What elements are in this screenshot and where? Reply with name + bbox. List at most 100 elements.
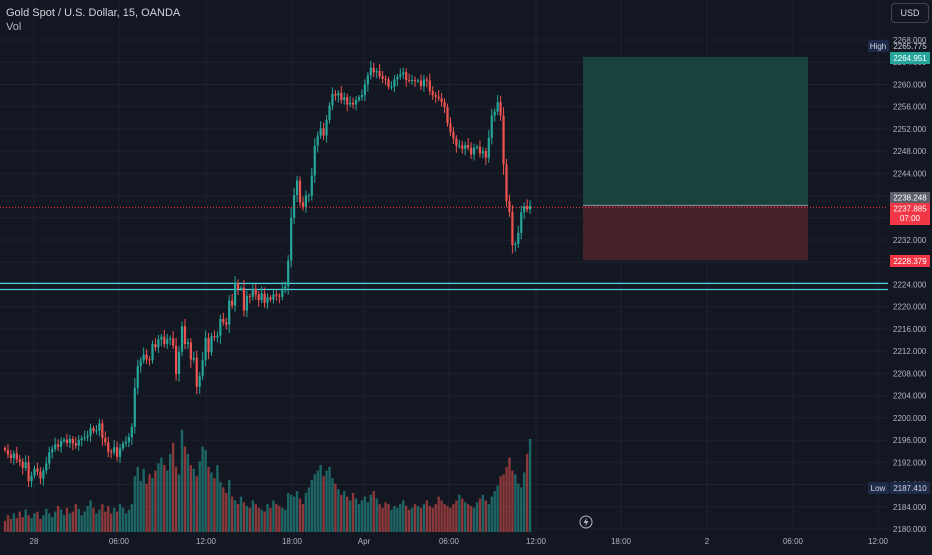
candle-body <box>416 80 420 82</box>
volume-bar <box>145 483 148 532</box>
currency-button[interactable]: USD <box>891 3 929 23</box>
volume-bar <box>399 504 402 532</box>
volume-bar <box>12 513 16 532</box>
volume-bar <box>331 478 334 532</box>
low-marker: Low 2187.410 <box>868 482 930 494</box>
candle-body <box>275 294 278 296</box>
candle-body <box>231 300 234 306</box>
volume-label[interactable]: Vol <box>6 21 22 33</box>
last-price-tag: 2237.885 07:00 <box>890 203 930 225</box>
volume-bar <box>177 474 181 532</box>
high-value: 2265.775 <box>893 42 927 51</box>
time-tick-label: 06:00 <box>109 537 130 546</box>
symbol-title[interactable]: Gold Spot / U.S. Dollar, 15, OANDA <box>6 7 181 19</box>
candle-body <box>295 180 299 196</box>
candle-body <box>142 354 145 361</box>
volume-bar <box>183 446 187 532</box>
volume-bar <box>413 504 417 532</box>
volume-bar <box>387 504 390 532</box>
candle-body <box>325 120 328 136</box>
candle-body <box>163 336 166 344</box>
horizontal-levels[interactable] <box>0 282 888 291</box>
candle-body <box>431 91 434 96</box>
volume-bar <box>142 468 145 532</box>
candle-body <box>225 322 228 325</box>
volume-bar <box>136 466 139 532</box>
low-tag: Low <box>871 484 886 493</box>
volume-bar <box>272 500 275 532</box>
candle-body <box>172 338 175 346</box>
candle-body <box>57 444 60 447</box>
replay-bolt-icon[interactable] <box>579 515 593 529</box>
candle-body <box>27 462 30 482</box>
volume-bar <box>493 491 496 532</box>
time-tick-label: 18:00 <box>611 537 632 546</box>
price-axis[interactable]: 2268.0002264.0002260.0002256.0002252.000… <box>893 36 927 534</box>
current-value: 2238.248 <box>893 194 927 203</box>
candle-body <box>422 79 425 87</box>
candle-body <box>234 283 237 306</box>
candle-body <box>195 357 198 387</box>
candle-body <box>484 151 487 158</box>
volume-bar <box>369 494 372 532</box>
volume-bar <box>499 476 502 532</box>
candle-body <box>307 195 310 197</box>
candle-body <box>425 79 428 81</box>
volume-bar <box>15 518 18 532</box>
volume-bar <box>171 442 175 532</box>
candle-body <box>487 137 490 158</box>
volume-bar <box>192 468 195 532</box>
candle-body <box>346 97 349 105</box>
volume-bar <box>360 500 364 532</box>
volume-bar <box>74 504 77 532</box>
price-tick-label: 2260.000 <box>893 80 927 89</box>
volume-bar <box>393 505 396 532</box>
candle-body <box>110 451 113 453</box>
volume-bar <box>242 502 246 532</box>
volume-bar <box>458 494 461 532</box>
volume-bar <box>127 509 131 532</box>
volume-bar <box>469 505 473 532</box>
volume-bar <box>351 492 355 532</box>
candle-body <box>405 72 408 81</box>
candle-body <box>452 131 455 139</box>
last-price-value: 2237.885 <box>893 205 927 214</box>
volume-bar <box>372 491 375 532</box>
candle-body <box>160 336 163 340</box>
volume-bar <box>505 466 508 532</box>
volume-bar <box>157 463 160 532</box>
candle-body <box>458 145 461 147</box>
current-price-tag: 2238.248 <box>890 192 930 203</box>
volume-bar <box>407 509 411 532</box>
volume-bar <box>416 505 420 532</box>
candle-body <box>71 438 74 444</box>
candle-body <box>15 453 18 460</box>
volume-bar <box>363 496 367 532</box>
stop-zone[interactable] <box>583 205 808 261</box>
candle-body <box>192 357 195 360</box>
price-tick-label: 2196.000 <box>893 436 927 445</box>
time-tick-label: 18:00 <box>282 537 303 546</box>
candle-body <box>118 448 122 457</box>
candle-body <box>266 297 269 303</box>
time-axis[interactable]: 28 06:00 12:00 18:00 Apr 06:00 12:00 18:00 2 06:0… <box>30 537 889 546</box>
volume-bar <box>378 504 381 532</box>
candle-body <box>526 206 529 210</box>
volume-bar <box>295 491 299 532</box>
volume-bar <box>121 507 125 532</box>
candle-body <box>281 288 284 297</box>
candle-body <box>354 100 358 105</box>
candle-body <box>121 443 125 449</box>
volume-bar <box>233 500 237 532</box>
target-zone[interactable] <box>583 56 808 206</box>
candle-body <box>6 450 10 455</box>
candle-body <box>180 326 184 352</box>
price-tick-label: 2256.000 <box>893 103 927 112</box>
volume-bar <box>45 508 48 532</box>
volume-bar <box>27 515 30 532</box>
volume-bar <box>160 457 163 532</box>
candle-body <box>472 147 476 155</box>
stop-price-tag: 2228.379 <box>890 255 930 267</box>
